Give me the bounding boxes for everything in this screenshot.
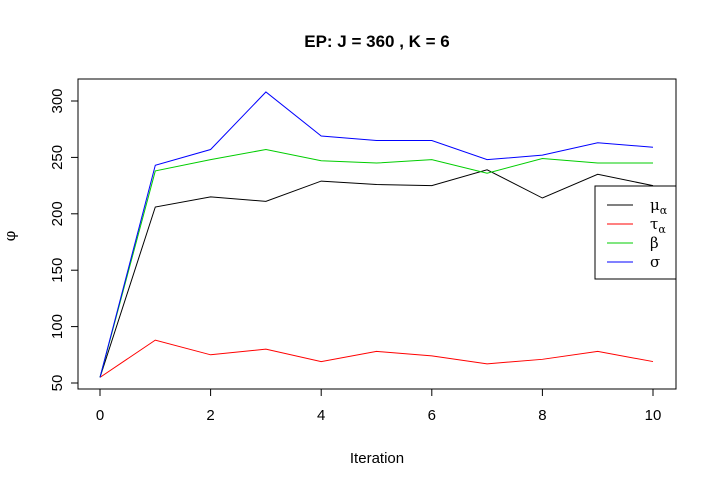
series-line-3 bbox=[99, 91, 654, 378]
chart-title: EP: J = 360 , K = 6 bbox=[304, 32, 450, 51]
x-tick-label: 10 bbox=[645, 407, 662, 424]
y-tick-label: 200 bbox=[49, 201, 66, 226]
y-tick-label: 150 bbox=[49, 258, 66, 283]
plot-frame bbox=[77, 78, 677, 390]
y-tick-label: 250 bbox=[49, 145, 66, 170]
y-tick-label: 300 bbox=[49, 88, 66, 113]
x-axis: 0 2 4 6 8 10 bbox=[96, 388, 662, 424]
series-line-1 bbox=[99, 339, 654, 378]
series-line-0 bbox=[99, 169, 654, 378]
x-axis-label: Iteration bbox=[350, 450, 404, 467]
legend-entry: β bbox=[650, 234, 659, 252]
y-tick-label: 50 bbox=[49, 375, 66, 392]
x-tick-label: 6 bbox=[428, 407, 436, 424]
legend-entry: σ bbox=[650, 253, 660, 271]
series-layer bbox=[99, 91, 654, 378]
x-tick-label: 0 bbox=[96, 407, 104, 424]
legend-entry: μα bbox=[650, 196, 668, 217]
legend-box bbox=[594, 185, 677, 280]
y-tick-label: 100 bbox=[49, 314, 66, 339]
x-tick-label: 8 bbox=[538, 407, 546, 424]
series-line-2 bbox=[99, 148, 653, 378]
x-tick-label: 2 bbox=[206, 407, 214, 424]
legend-entry: τα bbox=[650, 215, 666, 236]
y-axis: 50 100 150 200 250 300 bbox=[49, 88, 79, 392]
y-axis-label: φ bbox=[1, 231, 19, 242]
x-tick-label: 4 bbox=[317, 407, 325, 424]
